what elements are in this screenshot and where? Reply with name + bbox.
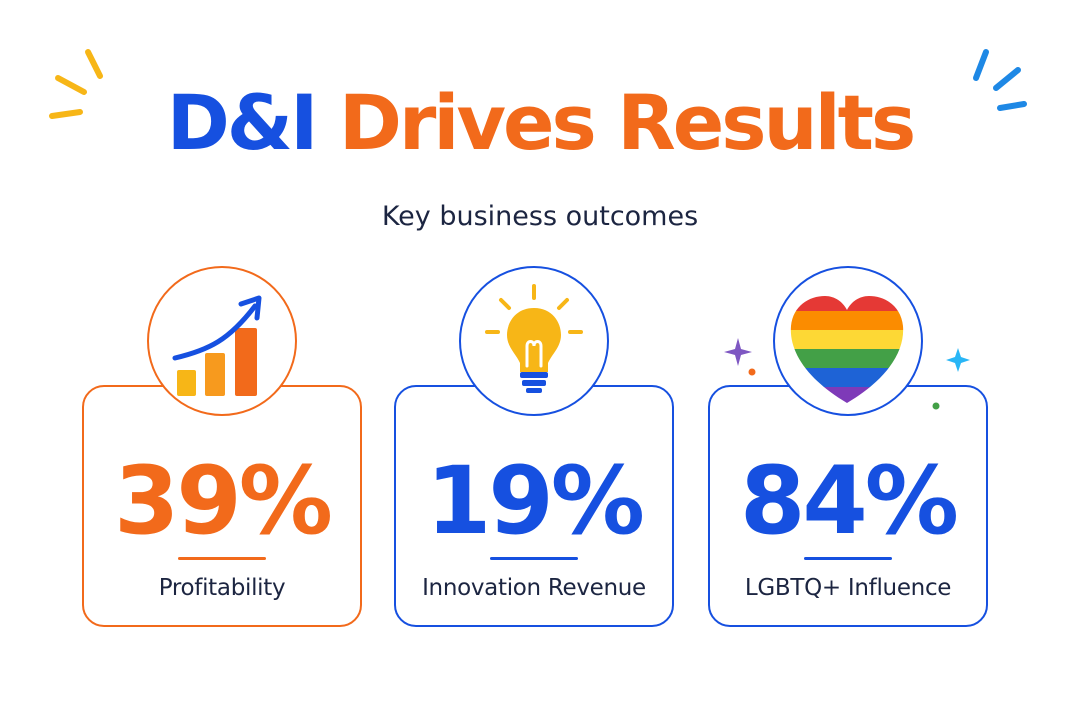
stat-card-profitability: 39% Profitability: [82, 385, 362, 627]
lightbulb-icon: [485, 284, 583, 393]
title-main: Drives Results: [338, 78, 916, 167]
stat-label: Innovation Revenue: [422, 575, 646, 601]
icon-badge-innovation: [459, 266, 609, 416]
stat-label: Profitability: [158, 575, 286, 601]
stat-card-lgbtq: 84% LGBTQ+ Influence: [708, 385, 988, 627]
stat-value: 84%: [740, 447, 959, 556]
stat-value: 39%: [114, 447, 333, 556]
stat-divider: [490, 557, 578, 560]
stat-divider: [804, 557, 892, 560]
icon-badge-lgbtq: [773, 266, 923, 416]
rainbow-heart-icon: [790, 296, 904, 403]
page-subtitle: Key business outcomes: [381, 201, 699, 232]
stat-divider: [178, 557, 266, 560]
title-highlight: D&I: [166, 78, 319, 167]
stat-label: LGBTQ+ Influence: [744, 575, 952, 601]
page-title: D&I Drives Results: [0, 78, 1080, 168]
stat-value: 19%: [426, 447, 645, 556]
growth-chart-icon: [172, 295, 262, 396]
icon-badge-profitability: [147, 266, 297, 416]
stat-card-innovation: 19% Innovation Revenue: [394, 385, 674, 627]
